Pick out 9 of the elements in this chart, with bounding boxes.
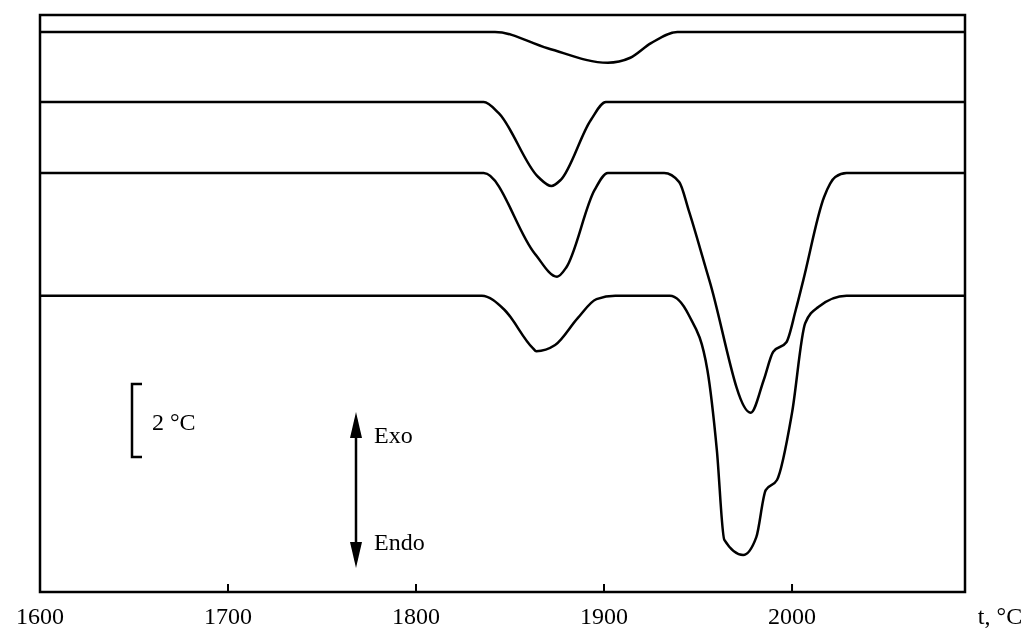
x-tick-label: 2000 — [768, 603, 817, 629]
annotation: Exo — [374, 422, 413, 448]
annotation: Endo — [374, 529, 425, 555]
annotation: 2 °C — [152, 409, 196, 435]
x-tick-label: 1600 — [16, 603, 64, 629]
x-tick-label: 1800 — [392, 603, 441, 629]
x-tick-label: 1900 — [580, 603, 629, 629]
x-axis-title: t, °C — [977, 603, 1023, 629]
x-tick-label: 1700 — [204, 603, 253, 629]
